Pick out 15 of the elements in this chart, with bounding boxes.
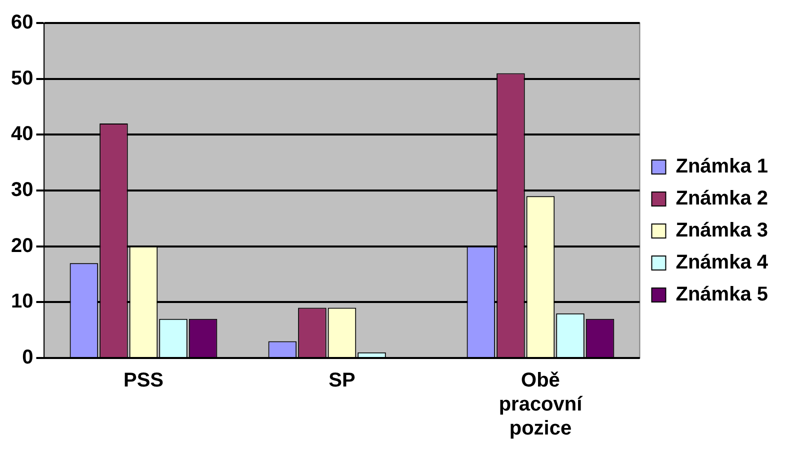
y-tick-label: 40 bbox=[10, 123, 34, 146]
x-tick-label: SP bbox=[328, 370, 356, 392]
legend-label: Známka 2 bbox=[676, 188, 768, 210]
x-tick-label: PSS bbox=[123, 370, 164, 392]
x-tick-label: Obě pracovní pozice bbox=[498, 370, 584, 440]
legend-label: Známka 4 bbox=[676, 252, 769, 274]
y-tick-label: 60 bbox=[10, 12, 34, 34]
legend-label: Známka 1 bbox=[676, 156, 768, 178]
legend-label: Známka 5 bbox=[676, 284, 768, 306]
y-tick-label: 0 bbox=[22, 346, 34, 369]
y-tick-label: 10 bbox=[10, 290, 34, 313]
y-tick-label: 30 bbox=[10, 179, 34, 202]
y-tick-label: 50 bbox=[10, 67, 34, 90]
legend-label: Známka 3 bbox=[676, 220, 768, 242]
y-tick-label: 20 bbox=[10, 234, 34, 257]
